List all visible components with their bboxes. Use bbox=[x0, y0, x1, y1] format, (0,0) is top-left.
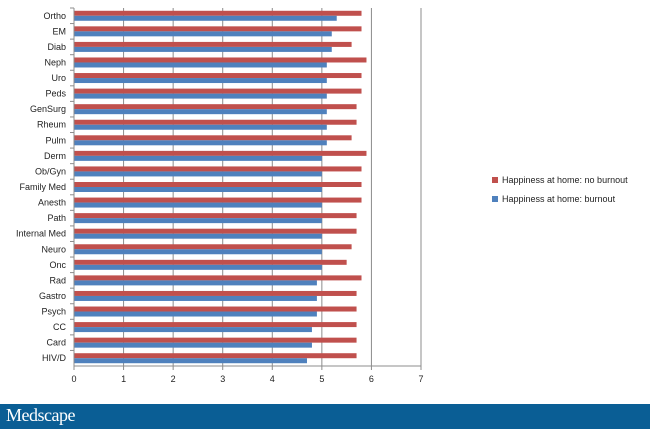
bar bbox=[74, 41, 352, 47]
bar bbox=[74, 171, 322, 177]
bar bbox=[74, 233, 322, 239]
brand-footer: Medscape bbox=[0, 404, 650, 429]
x-tick-label: 2 bbox=[171, 374, 176, 384]
bar bbox=[74, 10, 362, 16]
category-label: Rad bbox=[49, 275, 66, 285]
bar bbox=[74, 73, 362, 79]
category-label: Gastro bbox=[39, 291, 66, 301]
x-tick-label: 1 bbox=[121, 374, 126, 384]
legend-swatch bbox=[492, 177, 498, 183]
bar-chart: 0 1 2 3 4 5 6 7 Ortho EM Diab Neph Uro Peds GenSurg Rh… bbox=[16, 7, 628, 384]
legend-label: Happiness at home: no burnout bbox=[502, 175, 628, 185]
bar bbox=[74, 166, 362, 172]
category-label: Derm bbox=[44, 151, 66, 161]
bar bbox=[74, 218, 322, 224]
bar bbox=[74, 88, 362, 94]
x-tick-label: 0 bbox=[71, 374, 76, 384]
category-label: HIV/D bbox=[42, 353, 67, 363]
bar bbox=[74, 353, 357, 359]
bar bbox=[74, 93, 327, 99]
category-label: GenSurg bbox=[30, 104, 66, 114]
category-label: Uro bbox=[51, 73, 66, 83]
bar bbox=[74, 327, 312, 333]
bar bbox=[74, 31, 332, 37]
x-tick-label: 7 bbox=[418, 374, 423, 384]
bar bbox=[74, 213, 357, 219]
category-label: Neph bbox=[44, 57, 66, 67]
bar bbox=[74, 244, 352, 250]
bar bbox=[74, 311, 317, 317]
x-tick-label: 4 bbox=[270, 374, 275, 384]
bar bbox=[74, 280, 317, 286]
category-label: Diab bbox=[47, 42, 66, 52]
category-label: Neuro bbox=[41, 244, 66, 254]
x-tick-label: 3 bbox=[220, 374, 225, 384]
bar bbox=[74, 264, 322, 270]
bar bbox=[74, 119, 357, 125]
category-label: Anesth bbox=[38, 198, 66, 208]
x-axis-ticks: 0 1 2 3 4 5 6 7 bbox=[71, 366, 424, 384]
bar bbox=[74, 228, 357, 234]
bar bbox=[74, 337, 357, 343]
bar bbox=[74, 104, 357, 110]
bar bbox=[74, 140, 327, 146]
bar bbox=[74, 62, 327, 68]
bar bbox=[74, 109, 327, 115]
legend-swatch bbox=[492, 196, 498, 202]
bar bbox=[74, 150, 367, 156]
legend: Happiness at home: no burnout Happiness a… bbox=[492, 175, 628, 204]
category-label: Internal Med bbox=[16, 229, 66, 239]
bar bbox=[74, 135, 352, 141]
bar bbox=[74, 259, 347, 265]
bar bbox=[74, 182, 362, 187]
category-label: Ob/Gyn bbox=[35, 166, 66, 176]
category-label: Path bbox=[47, 213, 66, 223]
bar bbox=[74, 322, 357, 328]
x-tick-label: 5 bbox=[319, 374, 324, 384]
bar bbox=[74, 197, 362, 203]
bar bbox=[74, 275, 362, 281]
bar bbox=[74, 358, 307, 364]
bar bbox=[74, 202, 322, 208]
bar bbox=[74, 15, 337, 21]
bar bbox=[74, 155, 322, 161]
bar bbox=[74, 306, 357, 312]
medscape-logo: Medscape bbox=[6, 405, 75, 425]
category-label: Ortho bbox=[43, 11, 66, 21]
bar bbox=[74, 290, 357, 296]
bar bbox=[74, 295, 317, 301]
category-labels: Ortho EM Diab Neph Uro Peds GenSurg Rheum Pulm De… bbox=[16, 7, 74, 363]
bar bbox=[74, 187, 322, 192]
bar bbox=[74, 78, 327, 84]
bar bbox=[74, 46, 332, 52]
category-label: EM bbox=[53, 26, 67, 36]
category-label: Card bbox=[46, 338, 66, 348]
category-label: Peds bbox=[45, 89, 66, 99]
bar bbox=[74, 124, 327, 130]
category-label: Psych bbox=[41, 307, 66, 317]
bar bbox=[74, 26, 362, 32]
category-label: Rheum bbox=[37, 120, 66, 130]
category-label: CC bbox=[53, 322, 66, 332]
bars bbox=[74, 10, 367, 364]
bar bbox=[74, 57, 367, 63]
category-label: Family Med bbox=[19, 182, 66, 192]
x-tick-label: 6 bbox=[369, 374, 374, 384]
bar bbox=[74, 249, 322, 255]
category-label: Pulm bbox=[45, 135, 66, 145]
bar bbox=[74, 342, 312, 348]
legend-label: Happiness at home: burnout bbox=[502, 194, 616, 204]
category-label: Onc bbox=[49, 260, 66, 270]
